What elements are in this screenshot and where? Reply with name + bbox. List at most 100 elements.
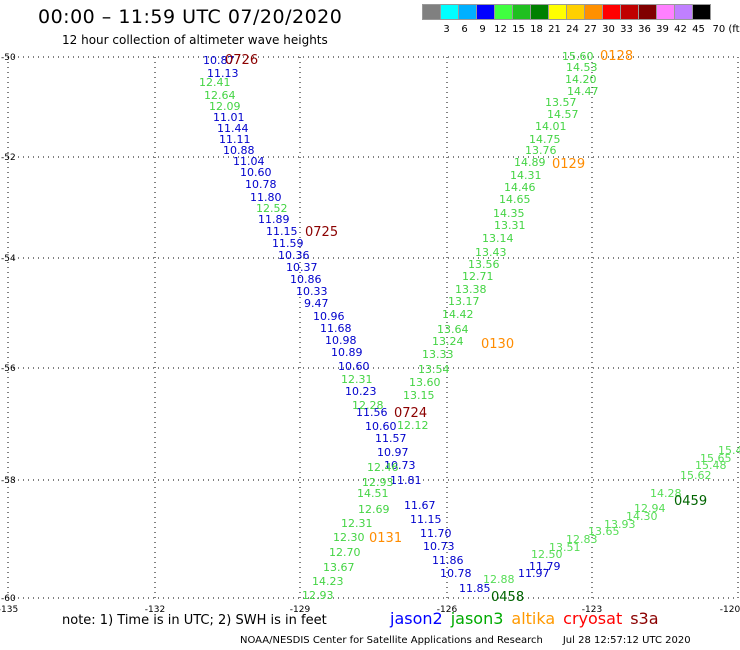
swh-value-jason3: 12.64	[204, 89, 236, 102]
swh-value-jason2: 10.78	[440, 567, 472, 580]
swh-value-jason3: 13.76	[525, 144, 557, 157]
lon-tick-label: -129	[290, 605, 311, 615]
swh-value-jason3: 12.93	[302, 589, 334, 602]
swh-value-jason2: 11.59	[272, 237, 304, 250]
swh-value-jason3: 14.46	[504, 181, 536, 194]
swh-value-jason3: 12.46	[367, 461, 399, 474]
swh-value-jason2: 10.87	[203, 54, 235, 67]
swh-value-jason3: 14.57	[547, 108, 579, 121]
scale-label: 18	[530, 24, 543, 35]
swh-value-jason3: 13.31	[494, 219, 526, 232]
swh-value-jason3: 14.35	[493, 207, 525, 220]
swh-value-jason3: 15.65	[700, 452, 732, 465]
swh-value-jason3: 13.43	[475, 246, 507, 259]
swh-value-jason3: 12.31	[341, 373, 373, 386]
lat-tick-label: -60	[1, 594, 16, 604]
swh-value-jason3: 13.56	[468, 258, 500, 271]
swh-value-jason2: 11.04	[233, 155, 265, 168]
lat-tick-label: -54	[1, 254, 16, 264]
scale-label: 36	[638, 24, 651, 35]
swh-value-jason2: 10.98	[325, 334, 357, 347]
pass-time-label: 0725	[305, 225, 338, 240]
swh-value-jason2: 10.37	[286, 261, 318, 274]
swh-value-jason2: 10.60	[365, 420, 397, 433]
swh-value-jason3: 14.51	[357, 487, 389, 500]
page-title: 00:00 – 11:59 UTC 07/20/2020	[38, 6, 343, 28]
legend-item-jason3: jason3	[450, 609, 504, 628]
swh-value-jason3: 14.01	[535, 120, 567, 133]
swh-value-jason3: 14.30	[626, 510, 658, 523]
pass-time-label: 0129	[552, 157, 585, 172]
scale-label: 6	[461, 24, 468, 35]
swh-value-jason2: 11.67	[404, 499, 436, 512]
lat-tick-label: -58	[1, 476, 16, 486]
scale-label: 42	[674, 24, 687, 35]
swh-value-jason2: 11.97	[518, 567, 550, 580]
swh-value-jason3: 12.83	[566, 533, 598, 546]
swh-value-jason3: 13.15	[403, 389, 435, 402]
swh-value-jason2: 10.86	[290, 273, 322, 286]
lon-tick-label: -123	[582, 605, 602, 615]
swh-value-jason2: 11.11	[219, 133, 251, 146]
swh-value-jason3: 12.31	[341, 517, 373, 530]
swh-value-jason3: 14.75	[529, 133, 561, 146]
pass-time-label: 0130	[481, 337, 514, 352]
swh-value-jason3: 14.89	[514, 156, 546, 169]
swh-value-jason3: 13.60	[409, 376, 441, 389]
swh-value-jason2: 11.81	[390, 474, 422, 487]
swh-value-jason3: 13.38	[455, 283, 487, 296]
swh-value-jason2: 11.15	[410, 513, 442, 526]
page-subtitle: 12 hour collection of altimeter wave hei…	[62, 33, 328, 47]
scale-label: 45	[692, 24, 705, 35]
swh-value-jason2: 11.79	[529, 560, 561, 573]
scale-label: 30	[602, 24, 615, 35]
lon-tick-label: -126	[437, 605, 458, 615]
scale-label: 27	[584, 24, 597, 35]
swh-value-jason2: 11.15	[266, 225, 298, 238]
lat-tick-label: -50	[1, 53, 16, 63]
credits-line: NOAA/NESDIS Center for Satellite Applica…	[240, 635, 691, 646]
swh-value-jason2: 10.96	[313, 310, 345, 323]
swh-value-jason2: 10.88	[223, 144, 255, 157]
scale-label: 3	[443, 24, 450, 35]
pass-time-label: 0128	[600, 49, 633, 64]
swh-value-jason2: 11.86	[432, 554, 464, 567]
swh-value-jason3: 13.24	[432, 335, 464, 348]
swh-value-jason3: 12.69	[358, 503, 390, 516]
swh-value-jason3: 12.71	[462, 270, 494, 283]
swh-value-jason2: 10.97	[377, 446, 409, 459]
pass-time-label: 0724	[394, 406, 427, 421]
swh-value-jason2: 11.57	[375, 432, 407, 445]
swh-value-jason2: 11.85	[459, 582, 491, 595]
swh-value-jason3: 13.93	[604, 518, 636, 531]
swh-value-jason3: 14.20	[565, 73, 597, 86]
swh-value-jason3: 12.28	[352, 399, 384, 412]
scale-label: 12	[494, 24, 507, 35]
swh-value-jason3: 14.47	[567, 85, 599, 98]
swh-value-jason3: 13.33	[422, 348, 454, 361]
footer-note: note: 1) Time is in UTC; 2) SWH is in fe…	[62, 613, 327, 628]
swh-value-jason3: 14.31	[510, 169, 542, 182]
pass-time-label: 0458	[491, 590, 524, 605]
swh-value-jason2: 10.89	[331, 346, 363, 359]
swh-value-jason3: 13.51	[549, 541, 581, 554]
swh-value-jason2: 11.13	[207, 67, 239, 80]
swh-value-jason3: 12.50	[531, 548, 563, 561]
pass-time-label: 0459	[674, 494, 707, 509]
swh-value-jason2: 10.23	[345, 385, 377, 398]
swh-value-jason3: 12.52	[256, 202, 288, 215]
lon-tick-label: -120	[720, 605, 740, 615]
swh-value-jason3: 12.70	[329, 546, 361, 559]
swh-value-jason2: 10.73	[384, 459, 416, 472]
swh-value-jason3: 14.53	[566, 61, 598, 74]
swh-value-jason3: 15.48	[695, 459, 727, 472]
swh-value-jason3: 13.67	[323, 561, 355, 574]
swh-value-jason2: 11.44	[217, 122, 249, 135]
swh-value-jason3: 12.93	[362, 476, 394, 489]
scale-label: 21	[548, 24, 561, 35]
swh-value-jason2: 10.78	[245, 178, 277, 191]
swh-value-jason3: 13.54	[418, 363, 450, 376]
swh-value-jason3: 15.62	[680, 469, 712, 482]
